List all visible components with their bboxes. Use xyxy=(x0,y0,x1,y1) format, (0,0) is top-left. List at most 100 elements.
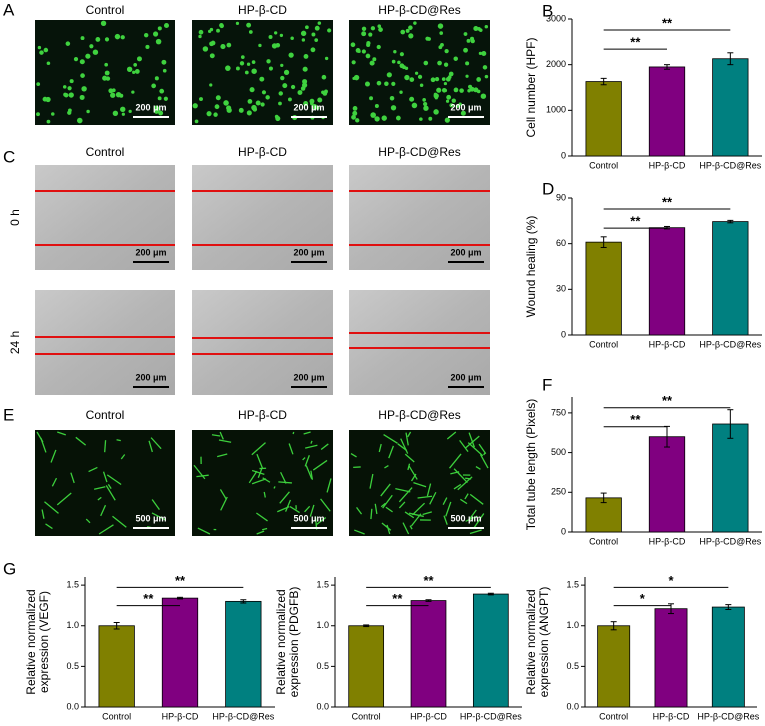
tube xyxy=(197,527,211,535)
bar xyxy=(410,600,447,708)
y-axis-label: expression (PDGFB) xyxy=(287,587,301,698)
tube xyxy=(218,439,232,443)
cell xyxy=(46,119,51,124)
tube xyxy=(384,465,389,469)
image-title: HP-β-CD@Res xyxy=(378,408,460,422)
cell xyxy=(433,92,438,97)
cell xyxy=(282,83,288,89)
x-tick-label: HP-β-CD@Res xyxy=(697,711,759,721)
cell xyxy=(112,110,119,116)
panel-letter: A xyxy=(3,0,15,19)
bar xyxy=(585,497,622,533)
tube xyxy=(398,501,406,509)
cell xyxy=(81,86,87,92)
x-tick-label: Control xyxy=(589,339,618,349)
cell xyxy=(484,24,489,29)
tube xyxy=(467,442,484,457)
y-tick-label: 0.0 xyxy=(66,701,79,711)
cell xyxy=(104,70,110,76)
cell xyxy=(411,102,418,109)
bar xyxy=(472,593,509,708)
tube xyxy=(369,473,374,489)
cell xyxy=(386,72,392,78)
tube xyxy=(422,511,432,516)
significance-label: ** xyxy=(630,214,641,229)
cell xyxy=(159,88,165,94)
cell xyxy=(361,26,367,32)
cell xyxy=(445,99,450,103)
tube xyxy=(445,501,452,517)
cell xyxy=(423,105,429,111)
cell xyxy=(100,20,107,26)
bar xyxy=(585,241,622,336)
cell xyxy=(476,89,481,94)
image-title: Control xyxy=(86,3,125,17)
cell xyxy=(246,22,252,28)
tube xyxy=(273,486,276,489)
cell xyxy=(402,65,406,70)
bar xyxy=(648,436,686,533)
cell xyxy=(443,62,449,67)
cell xyxy=(413,21,417,25)
cell xyxy=(283,69,290,75)
cell xyxy=(352,106,358,111)
cell xyxy=(158,110,164,116)
cell xyxy=(301,38,306,42)
cell xyxy=(251,60,256,64)
cell xyxy=(317,21,322,25)
cell xyxy=(290,84,296,90)
y-tick-label: 750 xyxy=(551,407,566,417)
cell xyxy=(460,110,466,116)
tube xyxy=(93,486,106,490)
tube xyxy=(261,527,268,531)
cell xyxy=(389,95,395,101)
tube xyxy=(289,506,300,514)
tube xyxy=(41,509,45,519)
cell xyxy=(480,93,487,99)
cell xyxy=(209,27,214,32)
cell xyxy=(62,85,67,89)
cell xyxy=(92,49,99,55)
x-tick-label: HP-β-CD@Res xyxy=(699,160,761,170)
significance-label: ** xyxy=(662,194,673,209)
tube xyxy=(279,491,290,504)
cell xyxy=(372,57,377,62)
cell xyxy=(216,28,220,33)
tube xyxy=(370,508,373,520)
cell xyxy=(409,77,415,82)
cell xyxy=(213,112,218,117)
cell xyxy=(374,116,380,122)
cell xyxy=(278,101,282,106)
tube xyxy=(383,433,398,444)
cell xyxy=(69,79,74,84)
tube xyxy=(102,471,108,483)
tube xyxy=(151,512,166,521)
cell xyxy=(482,65,488,70)
tube xyxy=(465,477,472,480)
cell xyxy=(199,97,203,102)
x-tick-label: Control xyxy=(589,160,618,170)
cell xyxy=(153,105,160,112)
cell xyxy=(280,75,285,81)
scale-label: 500 μm xyxy=(293,513,324,523)
tube xyxy=(413,482,427,488)
x-tick-label: HP-β-CD@Res xyxy=(212,711,274,721)
y-tick-label: 2000 xyxy=(546,59,566,69)
cell xyxy=(351,60,356,65)
cell xyxy=(162,68,167,73)
tube xyxy=(45,523,53,530)
tube xyxy=(426,483,432,497)
cell xyxy=(259,76,265,82)
bar xyxy=(711,606,745,708)
significance-label: ** xyxy=(175,573,186,588)
cell xyxy=(219,23,224,28)
cell xyxy=(85,53,91,59)
tube xyxy=(465,515,478,522)
cell xyxy=(153,31,159,37)
bar xyxy=(712,221,749,336)
y-tick-label: 0.0 xyxy=(566,701,579,711)
tube xyxy=(381,522,392,531)
tube xyxy=(100,504,107,517)
cell xyxy=(209,83,213,87)
cell xyxy=(437,23,444,29)
